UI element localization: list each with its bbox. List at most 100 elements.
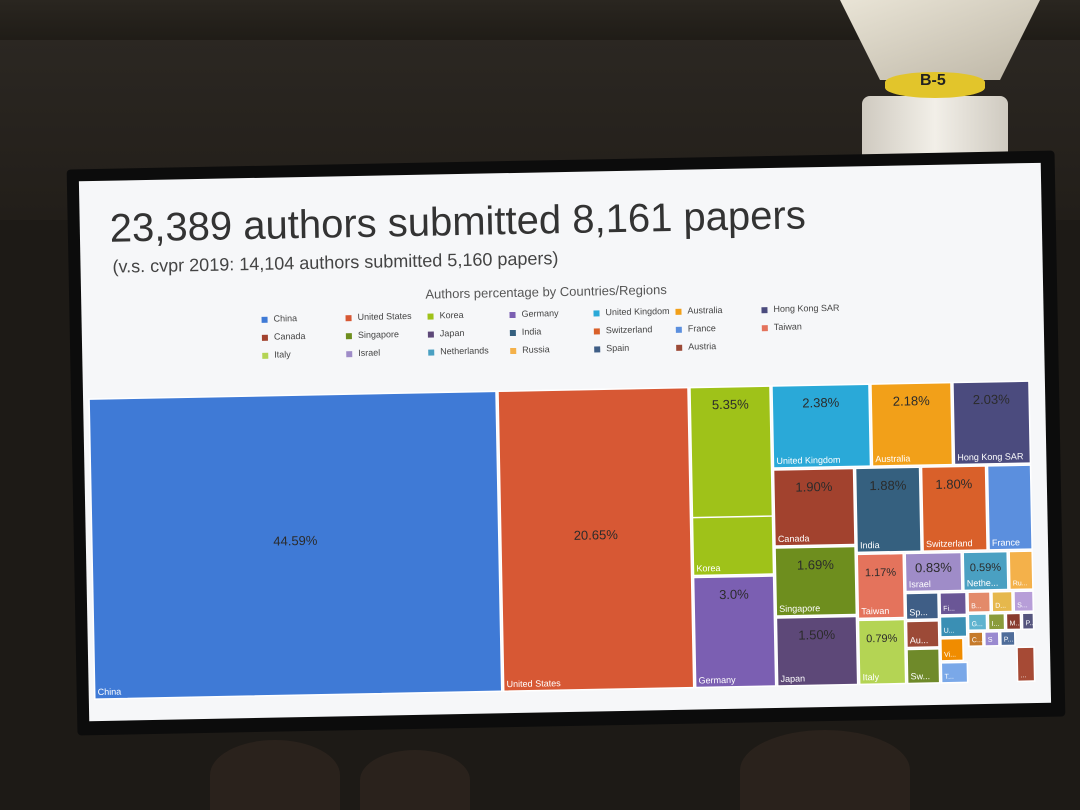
treemap-tile: 2.38% United Kingdom [771,383,872,469]
tile-name-label: P... [1025,620,1035,627]
treemap-tile: Ru... [1008,550,1034,591]
tile-value-label: 2.18% [893,393,931,409]
tile-value-label: 1.88% [869,477,907,493]
tile-name-label: Canada [778,533,810,544]
treemap-tile-rect [497,386,695,693]
treemap-tile: G... [967,613,988,632]
audience-head [360,750,470,810]
treemap-tile: C... [967,631,984,648]
tile-name-label: T... [945,674,955,681]
tile-value-label: 0.83% [915,560,953,576]
tile-name-label: D... [995,603,1006,610]
tile-name-label: Fi... [943,606,955,613]
tile-name-label: Taiwan [861,606,889,617]
tile-name-label: Nethe... [967,578,999,589]
treemap-tile-rect [88,390,503,700]
treemap-tile: B... [967,591,992,614]
treemap-tile-rect [689,385,774,519]
treemap-tile-rect [905,620,940,649]
tile-name-label: Japan [780,673,805,683]
treemap-tile: 0.79% Italy [857,618,907,686]
tile-name-label: Ru... [1013,580,1028,587]
treemap-tile-rect [967,631,984,648]
tile-value-label: 1.69% [797,557,835,573]
tile-name-label: Sw... [910,671,930,681]
treemap-tile-rect [1008,550,1034,591]
treemap-tile-rect [939,591,968,616]
treemap-tile-rect [920,465,988,552]
treemap-tile-rect [856,552,906,620]
tile-name-label: M... [1009,620,1021,627]
treemap-tile: 44.59% China [88,390,503,700]
treemap-tile-rect [906,648,941,685]
treemap-tile-rect [1005,612,1022,631]
tile-value-label: 3.0% [719,587,749,603]
tile-name-label: S [988,637,993,644]
treemap-tile: M... [1005,612,1022,631]
tile-name-label: Au... [910,635,929,645]
tile-value-label: 44.59% [273,533,318,549]
treemap-tile: U... [939,615,968,638]
tile-value-label: 1.17% [865,567,897,580]
treemap-tile-rect [967,613,988,632]
treemap-tile-rect [857,618,907,686]
treemap-tile: T... [940,661,969,684]
treemap-tile: ... [1016,646,1036,683]
treemap-tile: P... [999,630,1016,647]
tile-name-label: G... [971,621,982,628]
treemap-tile: 2.18% Australia [870,381,954,467]
treemap-tile: Vi... [940,637,965,662]
treemap-tile: 1.17% Taiwan [856,552,906,620]
tile-name-label: C... [972,637,983,644]
tile-value-label: 20.65% [574,527,619,543]
treemap-tile-rect [967,591,992,614]
treemap-tile-rect [983,630,1000,647]
tile-name-label: Vi... [944,652,956,659]
treemap-tile-rect [854,466,922,554]
treemap-tile-rect [986,464,1033,551]
treemap-tile-rect [952,380,1032,466]
projection-screen: 23,389 authors submitted 8,161 papers (v… [66,150,1066,736]
tile-value-label: 2.03% [973,391,1011,407]
treemap-tile: 1.90% Canada [772,467,856,547]
treemap-tile-rect [772,467,856,547]
tile-name-label: United States [507,678,562,689]
treemap-tile: Sw... [906,648,941,685]
treemap-tile: Sp... [905,592,940,621]
slide: 23,389 authors submitted 8,161 papers (v… [78,162,1052,722]
tile-value-label: 1.80% [935,476,973,492]
treemap-tile-rect [870,381,954,467]
tile-value-label: 5.35% [712,396,750,412]
tile-name-label: Switzerland [926,538,973,549]
tile-name-label: India [860,540,880,550]
treemap-tile: S... [1013,590,1035,613]
treemap-tile-rect [991,590,1014,613]
treemap-tile: D... [991,590,1014,613]
treemap-tile-rect [904,551,963,593]
audience-head [210,740,340,810]
tile-name-label: P... [1004,636,1014,643]
tile-value-label: 0.79% [866,633,898,646]
treemap-tile-rect [939,615,968,638]
treemap-tile-rect [774,545,858,617]
tile-name-label: France [992,537,1020,548]
tile-value-label: 0.59% [970,562,1002,575]
treemap-tile: Fi... [939,591,968,616]
treemap-tile-rect [775,615,859,687]
tile-value-label: 1.50% [798,627,836,643]
treemap-tile-rect [1013,590,1035,613]
treemap-tile: I... [987,612,1006,631]
treemap-tile: 3.0% Germany [692,575,777,689]
treemap-tile-rect [987,612,1006,631]
tile-name-label: Sp... [909,607,928,617]
tile-name-label: Italy [862,672,879,682]
treemap-tile: 20.65% United States [497,386,695,693]
treemap-tile-rect [1021,612,1035,631]
tile-name-label: Australia [875,453,910,464]
tile-name-label: B... [971,603,982,610]
treemap-tile: 1.50% Japan [775,615,859,687]
tile-name-label: Hong Kong SAR [957,451,1024,462]
tile-value-label: 1.90% [795,479,833,495]
tile-name-label: Israel [909,579,931,589]
